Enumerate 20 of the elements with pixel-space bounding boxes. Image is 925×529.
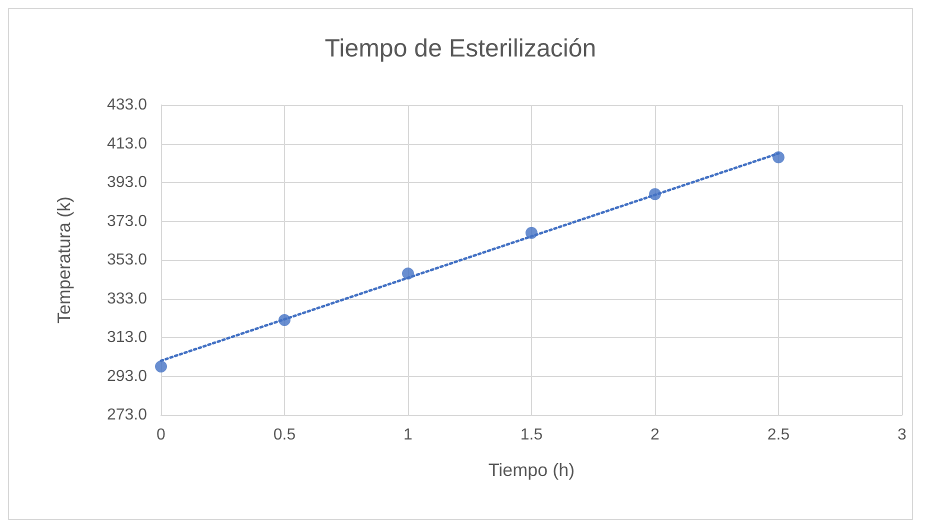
x-tick-label: 1 bbox=[404, 426, 413, 444]
y-axis-title: Temperatura (k) bbox=[54, 196, 74, 324]
x-tick-label: 2 bbox=[650, 426, 660, 444]
y-tick-label: 333.0 bbox=[106, 290, 148, 308]
y-tick-label: 293.0 bbox=[106, 368, 148, 385]
y-tick-label: 313.0 bbox=[106, 329, 148, 346]
y-tick-label: 433.0 bbox=[106, 96, 148, 114]
y-tick-label: 273.0 bbox=[106, 406, 148, 424]
y-tick-label: 393.0 bbox=[106, 174, 148, 191]
y-tick-label: 353.0 bbox=[106, 252, 148, 268]
point bbox=[155, 360, 167, 373]
y-tick-label: 373.0 bbox=[106, 212, 148, 230]
x-tick-label: 1.5 bbox=[520, 426, 543, 444]
chart-title: Tiempo de Esterilización bbox=[324, 34, 596, 62]
y-tick-label: 413.0 bbox=[106, 135, 148, 152]
x-tick-label: 0 bbox=[156, 426, 166, 444]
x-tick-label: 3 bbox=[898, 426, 907, 444]
x-axis-title: Tiempo (h) bbox=[488, 460, 575, 480]
x-tick-label: 0.5 bbox=[273, 426, 296, 444]
x-tick-label: 2.5 bbox=[767, 426, 790, 444]
